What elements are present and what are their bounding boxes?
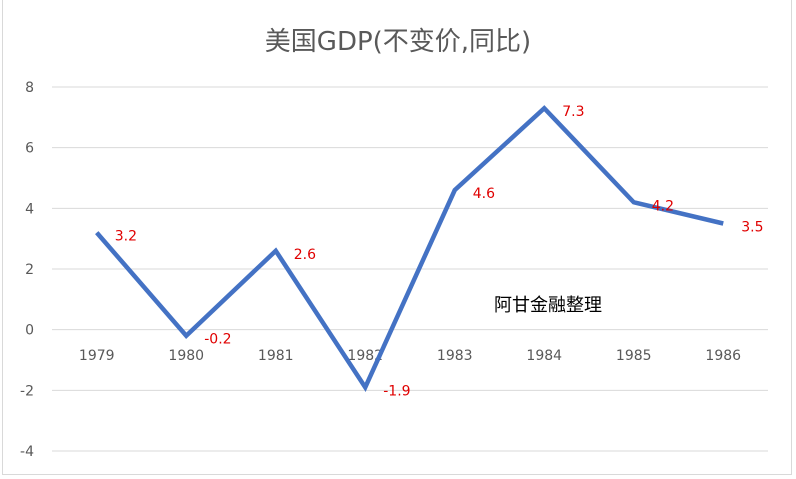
data-label: 2.6 — [294, 247, 316, 263]
data-label: -1.9 — [383, 383, 410, 399]
data-label: 4.6 — [473, 186, 495, 202]
y-tick-label: 0 — [25, 323, 34, 339]
y-tick-label: 4 — [25, 201, 34, 217]
annotation-watermark: 阿甘金融整理 — [494, 295, 602, 316]
series-line — [95, 105, 724, 392]
x-tick-label: 1984 — [526, 348, 562, 364]
y-tick-label: 6 — [25, 141, 34, 157]
x-tick-label: 1986 — [705, 348, 741, 364]
data-label: -0.2 — [204, 332, 231, 348]
data-label: 3.5 — [741, 220, 763, 236]
y-tick-label: -4 — [20, 444, 34, 460]
x-tick-label: 1982 — [347, 348, 383, 364]
y-tick-label: 2 — [25, 262, 34, 278]
x-tick-label: 1985 — [616, 348, 652, 364]
x-tick-label: 1979 — [79, 348, 115, 364]
x-tick-label: 1981 — [258, 348, 294, 364]
x-tick-label: 1980 — [168, 348, 204, 364]
x-tick-label: 1983 — [437, 348, 473, 364]
data-label: 4.2 — [652, 198, 674, 214]
chart-title: 美国GDP(不变价,同比) — [265, 27, 531, 57]
y-tick-label: -2 — [20, 383, 34, 399]
data-label: 7.3 — [562, 104, 584, 120]
y-tick-label: 8 — [25, 80, 34, 96]
data-label: 3.2 — [115, 229, 137, 245]
